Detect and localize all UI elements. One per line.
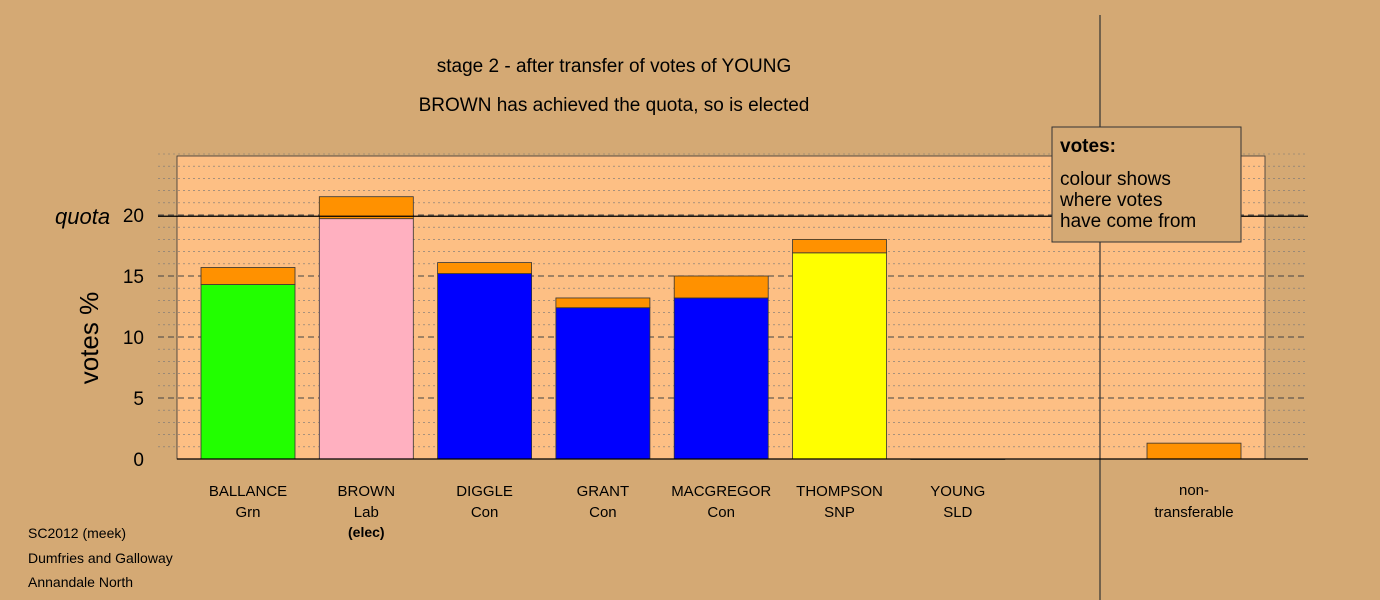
x-axis-labels: BALLANCE Grn BROWN Lab (elec) DIGGLE Con GRANT C… xyxy=(209,483,985,540)
footer-line: Dumfries and Galloway xyxy=(28,550,173,566)
x-tick-party: SNP xyxy=(824,504,855,521)
legend-box: votes: colour shows where votes have com… xyxy=(1051,126,1242,243)
y-tick-label: 15 xyxy=(123,267,144,288)
legend-line: where votes xyxy=(1059,190,1162,211)
bar-transfer xyxy=(673,275,769,299)
x-tick-label: MACGREGOR xyxy=(671,483,771,500)
x-tick-label: THOMPSON xyxy=(796,483,883,500)
nontransferable-label: non- xyxy=(1179,482,1209,499)
bar-base xyxy=(792,252,887,460)
y-axis-label: votes % xyxy=(74,292,104,385)
legend-line: colour shows xyxy=(1060,169,1171,190)
bar-base xyxy=(200,284,296,460)
bar-base xyxy=(437,273,533,460)
x-tick-label: DIGGLE xyxy=(456,483,513,500)
x-tick-label: BALLANCE xyxy=(209,483,287,500)
bar-transfer xyxy=(200,267,296,285)
bar-nontransferable xyxy=(1146,442,1242,460)
x-tick-party: Con xyxy=(707,504,735,521)
y-axis-ticks: 0 5 10 15 20 xyxy=(123,206,144,471)
legend-title: votes: xyxy=(1060,136,1116,157)
bar-transfer xyxy=(437,262,533,274)
x-tick-party: Grn xyxy=(235,504,260,521)
y-tick-label: 10 xyxy=(123,328,144,349)
chart-subtitle: BROWN has achieved the quota, so is elec… xyxy=(419,95,810,116)
legend-line: have come from xyxy=(1060,211,1196,232)
x-tick-label: BROWN xyxy=(338,483,396,500)
x-tick-label: YOUNG xyxy=(930,483,985,500)
chart-title: stage 2 - after transfer of votes of YOU… xyxy=(437,56,791,77)
x-tick-party: Con xyxy=(589,504,617,521)
x-tick-label: GRANT xyxy=(577,483,630,500)
bar-transfer xyxy=(792,238,887,254)
bar-transfer xyxy=(318,196,414,220)
y-tick-label: 20 xyxy=(123,206,144,227)
bar-base xyxy=(318,218,414,460)
footer-line: Annandale North xyxy=(28,574,133,590)
x-tick-party: Con xyxy=(471,504,499,521)
footer-line: SC2012 (meek) xyxy=(28,525,126,541)
bars xyxy=(200,196,1242,460)
x-tick-party: Lab xyxy=(354,504,379,521)
bar-transfer xyxy=(555,297,651,309)
quota-label: quota xyxy=(55,204,110,229)
bar-base xyxy=(555,307,651,460)
y-tick-label: 5 xyxy=(133,389,144,410)
bar-base xyxy=(673,297,769,460)
y-tick-label: 0 xyxy=(133,450,144,471)
nontransferable-label: transferable xyxy=(1154,504,1233,521)
x-tick-party: SLD xyxy=(943,504,972,521)
x-tick-note: (elec) xyxy=(348,524,385,540)
